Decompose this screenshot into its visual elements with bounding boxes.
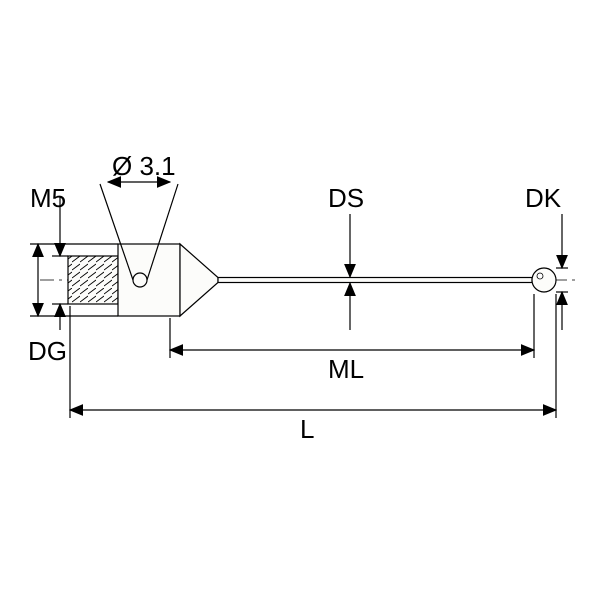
label-dk: DK: [525, 183, 562, 213]
stylus-part: [68, 244, 556, 316]
label-m5: M5: [30, 183, 66, 213]
ball-tip: [532, 268, 556, 292]
shaft: [218, 278, 532, 283]
dim-ml: [170, 294, 534, 358]
taper-section: [180, 244, 218, 316]
body-section: [118, 244, 180, 316]
dim-m5: [52, 196, 68, 330]
dim-dk: [556, 214, 568, 330]
ball-highlight: [537, 273, 543, 279]
label-dia: Ø 3.1: [112, 151, 176, 181]
label-dg: DG: [28, 336, 67, 366]
label-ds: DS: [328, 183, 364, 213]
label-l: L: [300, 414, 314, 444]
label-ml: ML: [328, 354, 364, 384]
thread-section: [68, 256, 118, 304]
